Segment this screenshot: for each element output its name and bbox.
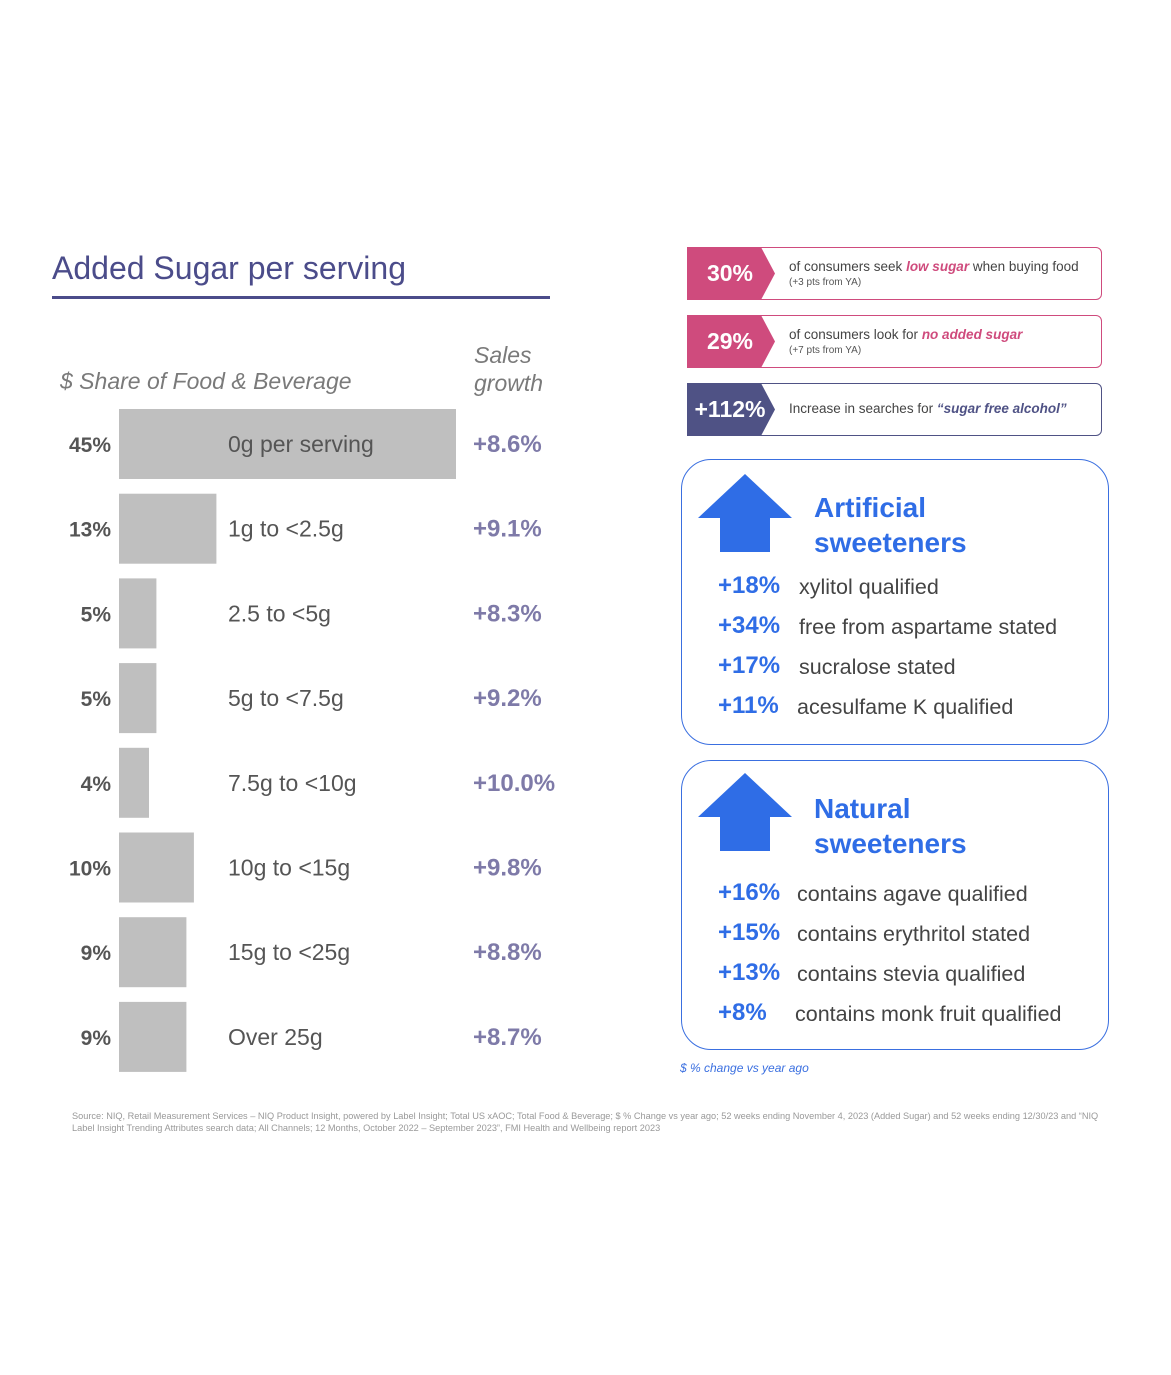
callout-text: of consumers look for no added sugar: [789, 327, 1022, 342]
bar: [119, 493, 217, 564]
growth-label: +8.6%: [473, 431, 542, 458]
panel-title: Natural sweeteners: [814, 791, 967, 861]
share-label: 45%: [69, 434, 111, 457]
item-label: acesulfame K qualified: [797, 695, 1014, 719]
callout-text: of consumers seek low sugar when buying …: [789, 259, 1079, 274]
growth-header-line2: growth: [474, 370, 544, 396]
item-label: contains monk fruit qualified: [795, 1002, 1062, 1026]
panel-title-line1: Natural: [814, 793, 911, 824]
up-arrow-icon: [698, 474, 792, 552]
share-label: 9%: [81, 942, 112, 965]
callout-subtext: (+7 pts from YA): [789, 345, 862, 356]
share-label: 5%: [81, 603, 112, 626]
chart-title: Added Sugar per serving: [52, 250, 406, 286]
category-label: 10g to <15g: [228, 855, 350, 881]
category-label: Over 25g: [228, 1024, 323, 1050]
bar: [119, 1001, 187, 1072]
bar: [119, 578, 157, 649]
callout-sugar-free-alcohol: +112% Increase in searches for “sugar fr…: [687, 383, 1102, 436]
category-label: 15g to <25g: [228, 939, 350, 965]
source-note: Source: NIQ, Retail Measurement Services…: [72, 1111, 1099, 1133]
item-label: contains agave qualified: [797, 882, 1028, 906]
callout-text-post: when buying food: [969, 259, 1079, 274]
growth-label: +9.2%: [473, 685, 542, 712]
share-label: 4%: [81, 773, 112, 796]
share-label: 10%: [69, 858, 111, 881]
share-label: 5%: [81, 688, 112, 711]
share-label: 9%: [81, 1027, 112, 1050]
callout-text-pre: of consumers look for: [789, 327, 922, 342]
bar: [119, 917, 187, 988]
callout-text-pre: Increase in searches for: [789, 401, 937, 416]
growth-label: +9.8%: [473, 855, 542, 882]
item-pct: +17%: [718, 652, 781, 679]
item-pct: +15%: [718, 919, 781, 946]
item-pct: +34%: [718, 612, 781, 639]
item-label: free from aspartame stated: [799, 615, 1058, 639]
sugar-share-bar-chart: 45% 0g per serving +8.6% 13% 1g to <2.5g +9.1…: [69, 409, 555, 1072]
item-pct: +11%: [718, 692, 779, 719]
category-label: 0g per serving: [228, 431, 374, 457]
panel-title-line2: sweeteners: [814, 828, 967, 859]
callout-text-emphasis: “sugar free alcohol”: [936, 401, 1067, 416]
growth-label: +9.1%: [473, 516, 542, 543]
category-label: 5g to <7.5g: [228, 685, 344, 711]
callout-pct: 30%: [706, 260, 754, 286]
callout-tag: [687, 247, 775, 300]
item-label: xylitol qualified: [799, 575, 939, 599]
growth-label: +10.0%: [473, 770, 555, 797]
growth-header-line1: Sales: [474, 342, 532, 368]
callout-subtext: (+3 pts from YA): [789, 277, 862, 288]
footnote-change-vs-year-ago: $ % change vs year ago: [680, 1061, 809, 1075]
item-pct: +16%: [718, 879, 781, 906]
artificial-sweeteners-panel: Artificial sweeteners +18% xylitol quali…: [681, 459, 1109, 745]
up-arrow-icon: [698, 773, 792, 851]
callout-low-sugar: 30% of consumers seek low sugar when buy…: [687, 247, 1102, 300]
panel-title: Artificial sweeteners: [814, 490, 967, 560]
title-underline: [52, 296, 550, 299]
growth-label: +8.8%: [473, 939, 542, 966]
callout-pct: +112%: [694, 396, 766, 422]
growth-column-header: Sales growth: [474, 341, 543, 397]
callout-pct: 29%: [706, 328, 754, 354]
bar: [119, 663, 157, 734]
callout-text-pre: of consumers seek: [789, 259, 907, 274]
natural-sweeteners-panel: Natural sweeteners +16% contains agave q…: [681, 760, 1109, 1050]
item-pct: +8%: [718, 999, 767, 1026]
panel-title-line1: Artificial: [814, 492, 927, 523]
item-pct: +18%: [718, 572, 781, 599]
growth-label: +8.3%: [473, 600, 542, 627]
item-label: sucralose stated: [799, 655, 956, 679]
callout-text-emphasis: low sugar: [906, 259, 970, 274]
category-label: 1g to <2.5g: [228, 516, 344, 542]
share-column-header: $ Share of Food & Beverage: [60, 368, 352, 394]
callout-text-emphasis: no added sugar: [921, 327, 1023, 342]
bar: [119, 409, 456, 479]
panel-title-line2: sweeteners: [814, 527, 967, 558]
bar: [119, 747, 149, 818]
item-label: contains stevia qualified: [797, 962, 1026, 986]
callout-tag: [687, 315, 775, 368]
bar: [119, 832, 194, 903]
item-pct: +13%: [718, 959, 781, 986]
item-label: contains erythritol stated: [797, 922, 1031, 946]
callout-text: Increase in searches for “sugar free alc…: [789, 401, 1067, 416]
growth-label: +8.7%: [473, 1024, 542, 1051]
callout-no-added-sugar: 29% of consumers look for no added sugar…: [687, 315, 1102, 368]
category-label: 2.5 to <5g: [228, 600, 331, 626]
share-label: 13%: [69, 519, 111, 542]
callout-tag: [687, 383, 775, 436]
category-label: 7.5g to <10g: [228, 770, 357, 796]
